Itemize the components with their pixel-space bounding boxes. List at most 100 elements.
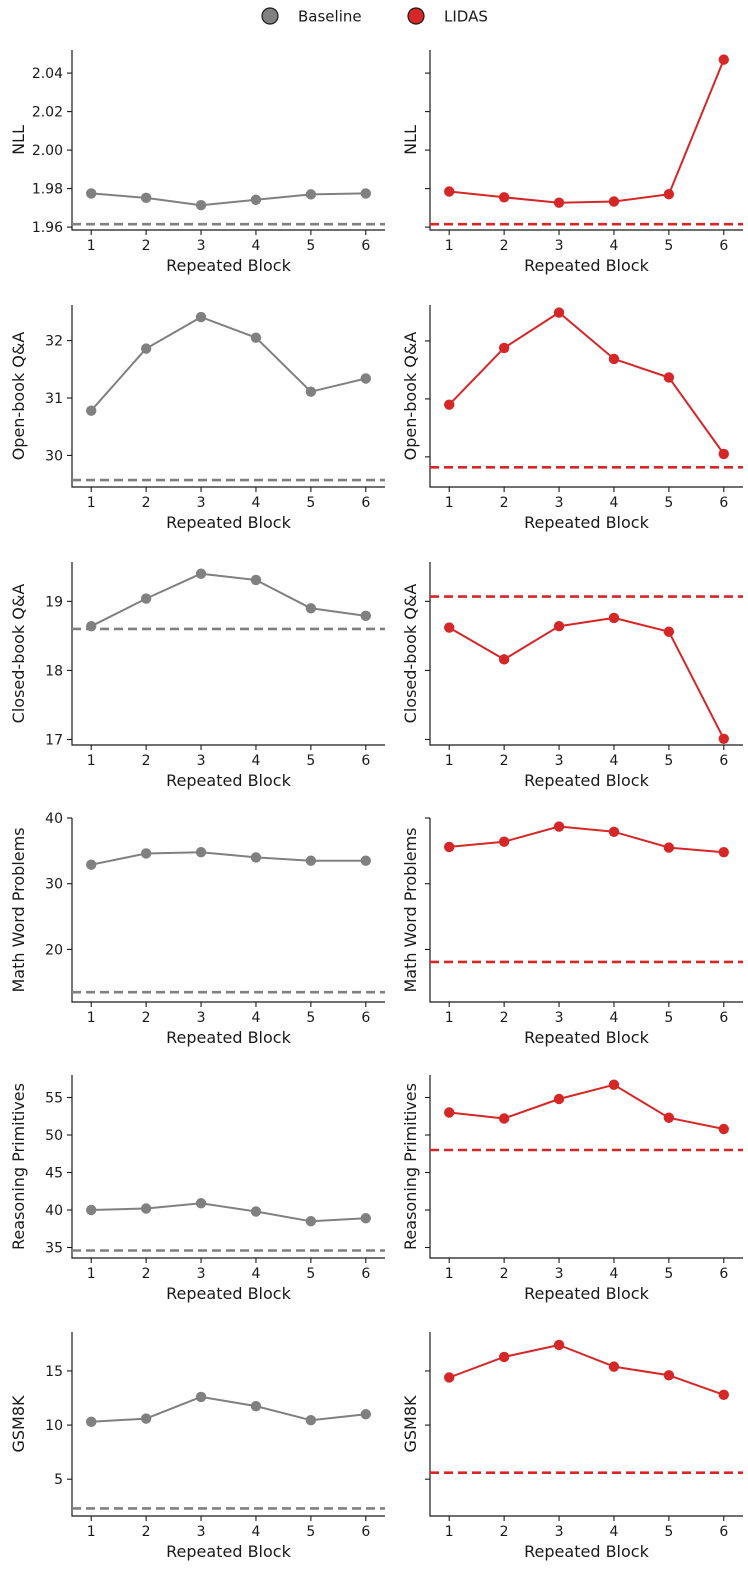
- x-tick-label: 5: [664, 1010, 673, 1026]
- data-point: [444, 841, 455, 853]
- data-point: [360, 610, 371, 622]
- y-axis-label: Closed-book Q&A: [9, 584, 28, 724]
- data-point: [553, 621, 565, 632]
- data-point: [86, 188, 97, 199]
- y-tick-label: 2.02: [32, 105, 63, 121]
- x-tick-label: 6: [361, 495, 370, 511]
- series-line-lidas: [448, 311, 725, 455]
- data-point: [608, 196, 620, 207]
- x-tick-label: 1: [445, 238, 454, 254]
- x-tick-label: 6: [361, 1266, 370, 1282]
- series-line-lidas: [448, 1344, 725, 1396]
- y-tick-label: 2.04: [32, 66, 63, 82]
- x-axis-label: Repeated Block: [524, 1028, 649, 1047]
- data-point: [718, 54, 729, 65]
- x-tick-label: 5: [306, 753, 315, 769]
- data-point: [195, 1391, 207, 1403]
- data-point: [250, 1400, 262, 1412]
- chart-panel: 1 2 3 4 5 6 Repeated Block Reasoning Primitives: [401, 1075, 743, 1303]
- data-point: [305, 1415, 317, 1426]
- x-tick-label: 3: [555, 1266, 564, 1282]
- data-point: [140, 192, 152, 204]
- data-point: [86, 1204, 97, 1216]
- y-tick-label: 30: [45, 448, 63, 464]
- y-tick-label: 35: [45, 1241, 63, 1257]
- x-tick-label: 4: [609, 495, 618, 511]
- y-axis-label: Open-book Q&A: [9, 332, 28, 461]
- y-tick-label: 10: [45, 1418, 63, 1434]
- x-tick-label: 2: [142, 1010, 151, 1026]
- data-point: [360, 188, 371, 199]
- data-point: [498, 654, 510, 665]
- data-point: [195, 311, 207, 323]
- data-point: [498, 342, 510, 354]
- y-axis-label: NLL: [9, 125, 28, 155]
- data-point: [305, 386, 317, 397]
- data-point: [360, 855, 371, 866]
- data-point: [140, 343, 152, 354]
- data-point: [553, 307, 565, 318]
- series-line-baseline: [91, 851, 366, 866]
- data-point: [444, 1107, 455, 1118]
- data-point: [444, 1372, 455, 1383]
- chart-panel: 1 2 3 4 5 6 1.96 1.98 2.00 2.02 2.04 Repeated Block…: [9, 50, 385, 275]
- x-tick-label: 6: [719, 1010, 728, 1026]
- x-tick-label: 6: [361, 238, 370, 254]
- data-point: [195, 568, 207, 579]
- y-tick-label: 55: [45, 1091, 63, 1107]
- chart-panel: 1 2 3 4 5 6 Repeated Block Open-book Q&A: [401, 305, 743, 532]
- data-point: [305, 1216, 317, 1227]
- x-tick-label: 5: [664, 1266, 673, 1282]
- x-axis-label: Repeated Block: [166, 1028, 291, 1047]
- chart-panel: 1 2 3 4 5 6 Repeated Block Closed-book Q&A: [401, 562, 743, 790]
- data-point: [250, 194, 262, 205]
- x-tick-label: 6: [719, 238, 728, 254]
- x-axis-label: Repeated Block: [166, 1542, 291, 1561]
- data-point: [553, 1339, 565, 1351]
- y-tick-label: 5: [54, 1472, 63, 1488]
- data-point: [305, 603, 317, 614]
- series-line-baseline: [90, 316, 367, 412]
- x-tick-label: 6: [361, 1010, 370, 1026]
- x-tick-label: 5: [306, 1010, 315, 1026]
- data-point: [86, 859, 97, 870]
- x-tick-label: 3: [197, 1010, 206, 1026]
- x-axis-label: Repeated Block: [524, 513, 649, 532]
- y-tick-label: 40: [45, 1203, 63, 1219]
- x-tick-label: 1: [87, 495, 96, 511]
- x-axis-label: Repeated Block: [524, 1284, 649, 1303]
- x-tick-label: 4: [251, 1524, 260, 1540]
- x-axis-label: Repeated Block: [166, 513, 291, 532]
- data-point: [305, 189, 317, 200]
- chart-panel: 1 2 3 4 5 6 30 31 32 Repeated Block Open-book Q&A: [9, 305, 385, 532]
- y-tick-label: 2.00: [32, 143, 63, 159]
- y-axis-label: Reasoning Primitives: [9, 1083, 28, 1250]
- data-point: [360, 1409, 371, 1420]
- x-tick-label: 3: [197, 495, 206, 511]
- x-tick-label: 5: [306, 238, 315, 254]
- series-line-baseline: [91, 1395, 366, 1423]
- legend-label-baseline: Baseline: [298, 8, 362, 26]
- data-point: [663, 1112, 675, 1123]
- x-tick-label: 2: [500, 1266, 509, 1282]
- x-tick-label: 4: [609, 1010, 618, 1026]
- chart-panel: 1 2 3 4 5 6 Repeated Block Math Word Problems: [401, 817, 743, 1047]
- data-point: [444, 622, 455, 633]
- data-point: [140, 1413, 152, 1424]
- x-tick-label: 2: [500, 495, 509, 511]
- legend-label-lidas: LIDAS: [444, 8, 488, 26]
- x-tick-label: 2: [500, 1524, 509, 1540]
- data-point: [250, 852, 262, 863]
- x-axis-label: Repeated Block: [166, 256, 291, 275]
- data-point: [305, 855, 317, 866]
- x-tick-label: 1: [445, 1524, 454, 1540]
- legend-marker-lidas: [407, 7, 425, 25]
- x-tick-label: 5: [664, 753, 673, 769]
- legend-marker-baseline: [261, 7, 279, 25]
- y-axis-label: NLL: [401, 125, 420, 155]
- x-tick-label: 1: [87, 1010, 96, 1026]
- x-tick-label: 3: [555, 1524, 564, 1540]
